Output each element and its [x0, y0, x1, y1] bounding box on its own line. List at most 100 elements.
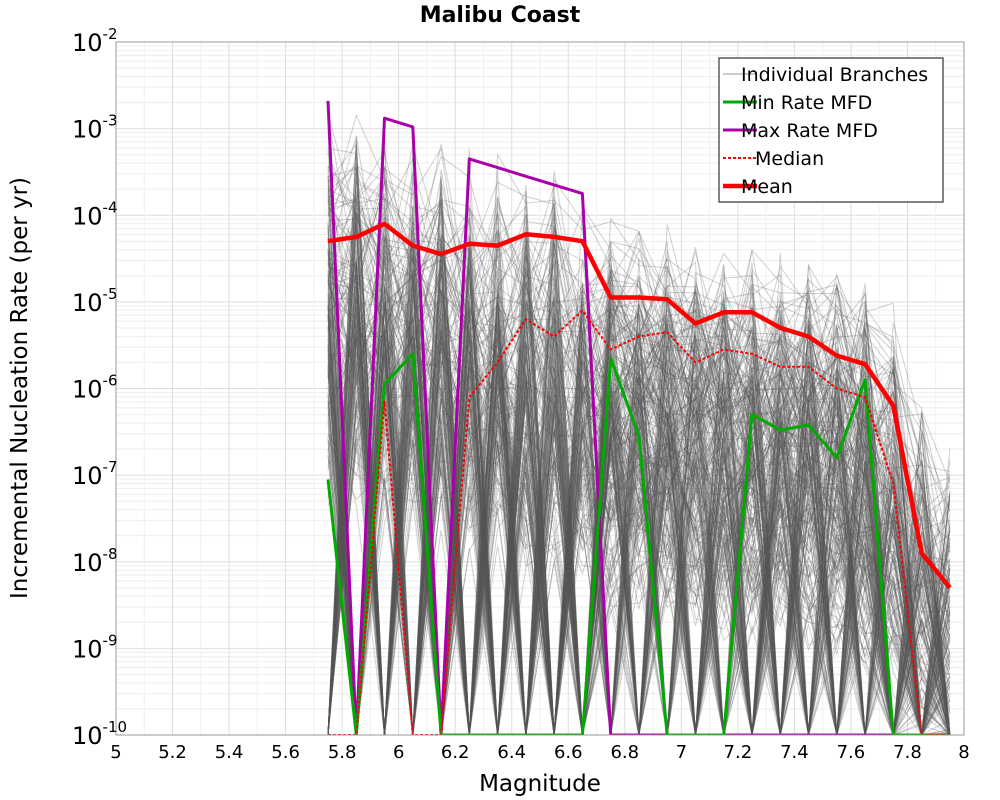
branch-line — [327, 288, 951, 735]
branch-line — [327, 249, 951, 735]
branch-line — [327, 288, 951, 735]
y-tick-label: 10-7 — [72, 458, 118, 490]
branch-line — [327, 211, 951, 735]
branch-line — [327, 167, 951, 735]
branch-line — [327, 243, 951, 735]
branch-line — [327, 260, 951, 735]
branch-line — [327, 142, 951, 735]
branch-line — [327, 272, 950, 735]
branch-line — [327, 176, 951, 735]
branch-line — [327, 386, 951, 735]
x-tick-label: 7.4 — [780, 742, 809, 763]
branch-line — [327, 234, 951, 735]
branch-line — [327, 420, 950, 735]
branch-line — [328, 244, 951, 735]
branch-line — [327, 113, 951, 735]
branch-line — [327, 290, 951, 735]
branch-line — [327, 214, 951, 735]
x-tick-label: 7.2 — [724, 742, 753, 763]
branch-line — [327, 286, 951, 735]
branch-line — [327, 242, 951, 735]
branch-line — [327, 406, 951, 735]
branch-line — [328, 308, 951, 735]
legend-label: Median — [755, 148, 824, 170]
branch-line — [327, 315, 951, 735]
branch-line — [327, 267, 951, 735]
branch-line — [327, 212, 950, 735]
branch-line — [327, 168, 951, 735]
branch-line — [327, 116, 951, 735]
branch-line — [327, 258, 951, 735]
branch-line — [327, 196, 951, 735]
branch-line — [328, 254, 951, 735]
branch-line — [327, 244, 951, 735]
branch-line — [327, 302, 950, 735]
branch-line — [327, 198, 951, 735]
branch-line — [327, 265, 951, 735]
branch-line — [327, 200, 950, 735]
branch-line — [327, 340, 950, 735]
branch-line — [327, 357, 950, 735]
branch-line — [327, 324, 951, 735]
branch-line — [328, 286, 951, 735]
branch-line — [327, 147, 951, 735]
branch-line — [327, 403, 950, 735]
branch-line — [327, 258, 950, 735]
branch-line — [327, 253, 951, 735]
branch-line — [327, 171, 951, 735]
branch-line — [328, 293, 950, 735]
x-tick-label: 8 — [958, 742, 969, 763]
branch-line — [327, 262, 950, 735]
series-median — [328, 309, 950, 735]
branch-line — [327, 165, 951, 735]
branch-line — [328, 318, 951, 735]
branch-line — [327, 266, 950, 735]
y-tick-label: 10-3 — [72, 112, 118, 144]
branch-line — [327, 334, 951, 735]
x-tick-label: 7.6 — [837, 742, 866, 763]
branch-line — [327, 262, 951, 735]
branch-line — [327, 225, 951, 735]
branch-line — [327, 314, 951, 735]
branch-line — [327, 145, 951, 735]
branch-line — [328, 385, 951, 735]
branch-line — [327, 261, 950, 735]
branch-line — [327, 276, 951, 735]
branch-line — [327, 332, 951, 735]
branch-line — [328, 375, 951, 735]
x-tick-label: 5.2 — [158, 742, 187, 763]
branch-line — [327, 245, 951, 735]
branch-line — [327, 284, 951, 735]
branch-line — [327, 172, 950, 735]
branch-line — [327, 339, 951, 735]
branch-line — [327, 300, 951, 735]
branch-line — [328, 238, 951, 735]
branch-line — [327, 140, 951, 735]
branch-line — [327, 149, 951, 735]
branch-line — [327, 293, 950, 735]
branch-line — [327, 273, 951, 735]
branch-line — [327, 382, 951, 735]
series-mean — [327, 221, 952, 590]
y-tick-label: 10-4 — [72, 198, 118, 230]
branch-line — [328, 276, 951, 735]
legend: Individual Branches Min Rate MFD Max Rate … — [718, 57, 944, 203]
branch-line — [327, 113, 951, 735]
branch-line — [327, 218, 950, 735]
x-tick-label: 5.4 — [215, 742, 244, 763]
branch-line — [327, 274, 951, 735]
branch-line — [327, 153, 951, 735]
legend-label: Individual Branches — [741, 64, 928, 86]
series-lines — [326, 100, 952, 735]
branch-line — [327, 214, 951, 735]
branch-line — [327, 221, 951, 735]
branch-line — [327, 370, 951, 735]
branch-line — [327, 227, 951, 735]
branch-line — [327, 335, 951, 735]
branch-line — [327, 224, 951, 735]
x-axis-label: Magnitude — [479, 771, 601, 797]
branch-line — [327, 310, 950, 735]
y-tick-label: 10-5 — [72, 285, 118, 317]
branch-line — [327, 210, 951, 735]
branch-line — [327, 302, 951, 735]
